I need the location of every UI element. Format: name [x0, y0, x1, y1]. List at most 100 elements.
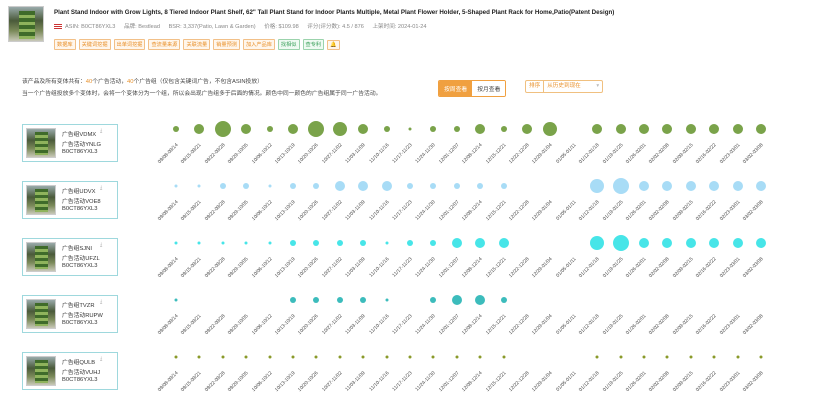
activity-bubble[interactable]	[477, 183, 484, 189]
activity-bubble[interactable]	[732, 124, 743, 134]
by-month-button[interactable]: 按月查看	[472, 81, 506, 96]
tool-tag[interactable]: 销量预测	[213, 39, 240, 50]
download-icon[interactable]: ⤓	[100, 356, 103, 362]
tool-tag[interactable]: 找相似	[277, 39, 300, 50]
activity-bubble[interactable]	[385, 355, 389, 359]
ad-group-card[interactable]: 广告组SJNI ⤓ 广告活动UFZL B0CT86YXL3	[22, 238, 118, 276]
activity-bubble[interactable]	[759, 355, 763, 359]
activity-bubble[interactable]	[709, 238, 720, 248]
activity-bubble[interactable]	[451, 238, 462, 248]
tool-tag[interactable]: 🔔	[327, 40, 340, 50]
activity-bubble[interactable]	[756, 124, 766, 134]
activity-bubble[interactable]	[736, 355, 740, 359]
activity-bubble[interactable]	[522, 124, 532, 134]
activity-bubble[interactable]	[308, 121, 325, 137]
activity-bubble[interactable]	[732, 181, 743, 191]
activity-bubble[interactable]	[197, 355, 201, 359]
activity-bubble[interactable]	[430, 297, 437, 303]
sort-select[interactable]: 从历史到现在	[544, 81, 602, 92]
activity-bubble[interactable]	[358, 124, 369, 134]
activity-bubble[interactable]	[241, 124, 252, 134]
activity-bubble[interactable]	[219, 183, 226, 189]
download-icon[interactable]: ⤓	[100, 242, 103, 248]
activity-bubble[interactable]	[313, 297, 320, 303]
activity-bubble[interactable]	[612, 235, 629, 251]
activity-bubble[interactable]	[385, 241, 389, 245]
activity-bubble[interactable]	[408, 355, 412, 359]
activity-bubble[interactable]	[685, 238, 696, 248]
download-icon[interactable]: ⤓	[100, 299, 103, 305]
activity-bubble[interactable]	[453, 126, 460, 132]
activity-bubble[interactable]	[360, 240, 367, 246]
activity-bubble[interactable]	[290, 240, 296, 246]
activity-bubble[interactable]	[732, 238, 743, 248]
activity-bubble[interactable]	[244, 355, 248, 359]
activity-bubble[interactable]	[358, 181, 369, 191]
activity-bubble[interactable]	[685, 181, 696, 191]
activity-bubble[interactable]	[290, 183, 296, 189]
download-icon[interactable]: ⤓	[100, 185, 103, 191]
activity-bubble[interactable]	[332, 122, 347, 136]
activity-bubble[interactable]	[221, 241, 225, 245]
activity-bubble[interactable]	[451, 295, 462, 305]
product-title[interactable]: Plant Stand Indoor with Grow Lights, 8 T…	[54, 9, 615, 16]
activity-bubble[interactable]	[592, 124, 603, 134]
activity-bubble[interactable]	[595, 355, 599, 359]
activity-bubble[interactable]	[407, 183, 413, 189]
activity-bubble[interactable]	[243, 183, 250, 189]
activity-bubble[interactable]	[173, 126, 179, 132]
ad-group-card[interactable]: 广告组QULB ⤓ 广告活动VUHJ B0CT86YXL3	[22, 352, 118, 390]
activity-bubble[interactable]	[266, 126, 273, 132]
activity-bubble[interactable]	[268, 355, 272, 359]
activity-bubble[interactable]	[639, 238, 649, 248]
activity-bubble[interactable]	[475, 295, 486, 305]
activity-bubble[interactable]	[383, 126, 390, 132]
activity-bubble[interactable]	[430, 126, 437, 132]
activity-bubble[interactable]	[709, 181, 720, 191]
product-thumbnail[interactable]	[8, 6, 44, 42]
activity-bubble[interactable]	[197, 241, 201, 245]
activity-bubble[interactable]	[498, 238, 509, 248]
activity-bubble[interactable]	[639, 124, 649, 134]
activity-bubble[interactable]	[502, 355, 506, 359]
tool-tag[interactable]: 关联流量	[183, 39, 211, 50]
activity-bubble[interactable]	[197, 184, 201, 188]
activity-bubble[interactable]	[639, 181, 649, 191]
activity-bubble[interactable]	[313, 240, 320, 246]
activity-bubble[interactable]	[268, 241, 272, 245]
activity-bubble[interactable]	[408, 127, 412, 131]
activity-bubble[interactable]	[712, 355, 716, 359]
activity-bubble[interactable]	[756, 181, 766, 191]
activity-bubble[interactable]	[756, 238, 766, 248]
activity-bubble[interactable]	[407, 240, 413, 246]
activity-bubble[interactable]	[174, 241, 178, 245]
activity-bubble[interactable]	[268, 184, 272, 188]
activity-bubble[interactable]	[314, 355, 318, 359]
activity-bubble[interactable]	[475, 124, 486, 134]
activity-bubble[interactable]	[360, 297, 367, 303]
activity-bubble[interactable]	[214, 121, 231, 137]
activity-bubble[interactable]	[619, 355, 623, 359]
activity-bubble[interactable]	[174, 184, 178, 188]
activity-bubble[interactable]	[288, 124, 298, 134]
activity-bubble[interactable]	[430, 183, 437, 189]
activity-bubble[interactable]	[334, 181, 345, 191]
tool-tag[interactable]: 查流量来源	[148, 39, 181, 50]
ad-group-card[interactable]: 广告组TVZR ⤓ 广告活动RUPW B0CT86YXL3	[22, 295, 118, 333]
activity-bubble[interactable]	[478, 355, 482, 359]
activity-bubble[interactable]	[709, 124, 720, 134]
activity-bubble[interactable]	[174, 355, 178, 359]
activity-bubble[interactable]	[612, 178, 629, 194]
activity-bubble[interactable]	[338, 355, 342, 359]
activity-bubble[interactable]	[244, 241, 248, 245]
activity-bubble[interactable]	[361, 355, 365, 359]
activity-bubble[interactable]	[221, 355, 225, 359]
tool-tag[interactable]: 数据库	[54, 39, 76, 50]
activity-bubble[interactable]	[590, 236, 605, 250]
activity-bubble[interactable]	[336, 240, 343, 246]
tool-tag[interactable]: 加入产品库	[242, 39, 275, 50]
activity-bubble[interactable]	[590, 179, 605, 193]
tool-tag[interactable]: 出单词挖掘	[113, 39, 146, 50]
tool-tag[interactable]: 查专利	[302, 39, 325, 50]
activity-bubble[interactable]	[431, 355, 435, 359]
